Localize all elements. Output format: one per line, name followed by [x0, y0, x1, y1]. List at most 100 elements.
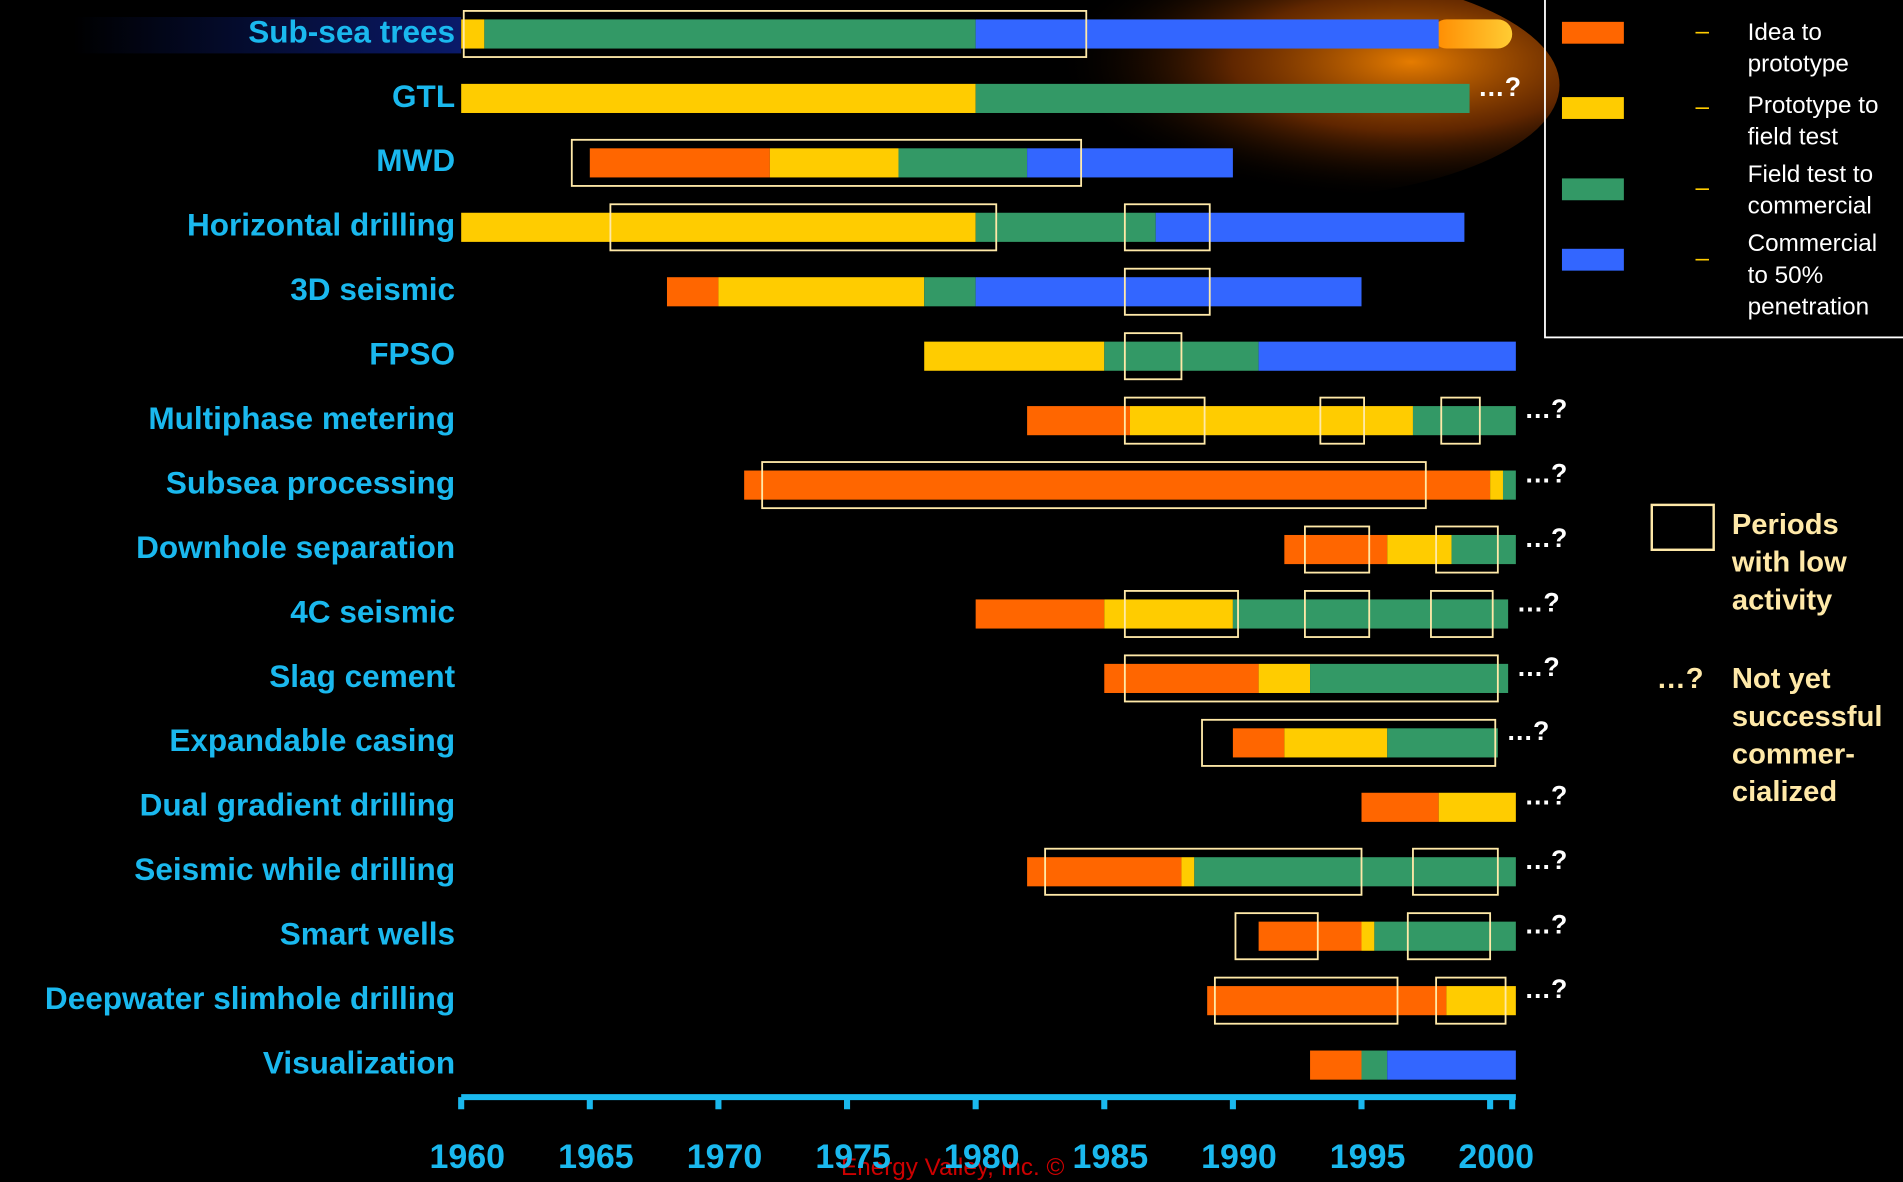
segment [1361, 921, 1375, 951]
segment [666, 277, 719, 307]
end-label: …? [1524, 458, 1567, 488]
end-label: …? [1524, 523, 1567, 553]
category-label: Downhole separation [136, 529, 455, 565]
legend-dash: – [1695, 93, 1709, 120]
legend-label: Prototype to field test [1747, 92, 1879, 151]
low-activity-box [1319, 396, 1365, 445]
segment [1284, 534, 1388, 565]
segment [1155, 212, 1465, 242]
low-activity-box [1123, 590, 1239, 638]
low-activity-box [1406, 912, 1492, 961]
segment [1104, 599, 1233, 629]
segment [1129, 406, 1413, 436]
segment [1502, 470, 1516, 500]
segment [1027, 406, 1130, 436]
segment [975, 277, 1362, 307]
low-activity-box [1234, 912, 1319, 961]
segment [769, 148, 899, 178]
x-tick-label: 2000 [1458, 1138, 1534, 1176]
category-label: Sub-sea trees [248, 13, 455, 49]
x-tick-label: 1995 [1330, 1138, 1406, 1176]
category-label: Visualization [263, 1044, 455, 1080]
comet-tail [1432, 19, 1513, 49]
low-activity-box [1304, 590, 1371, 638]
segment [1207, 986, 1447, 1016]
low-activity-box [570, 138, 1083, 187]
end-label: …? [1524, 781, 1567, 811]
legend-swatch [1561, 97, 1624, 119]
category-label: Expandable casing [169, 722, 455, 758]
segment [744, 470, 1491, 500]
legend-swatch [1561, 248, 1624, 271]
segment [1490, 470, 1503, 500]
legend-label: Idea to prototype [1747, 19, 1849, 78]
end-label: …? [1517, 587, 1560, 617]
segment [1027, 857, 1182, 887]
category-label: Dual gradient drilling [140, 787, 455, 823]
segment [1387, 1050, 1516, 1080]
x-tick-label: 1960 [429, 1138, 505, 1176]
low-activity-box [1435, 976, 1507, 1025]
category-label: 4C seismic [290, 593, 455, 629]
segment [718, 277, 925, 307]
end-label: …? [1524, 394, 1567, 424]
segment [1361, 1050, 1388, 1080]
category-label: GTL [392, 78, 455, 114]
end-label: …? [1517, 652, 1560, 682]
category-label: Horizontal drilling [187, 207, 455, 243]
category-label: 3D seismic [290, 271, 455, 307]
segment [1387, 728, 1498, 758]
segment [1258, 341, 1516, 371]
low-activity-box [1123, 267, 1211, 316]
label-highlight [72, 16, 462, 54]
segment [484, 19, 976, 49]
footer: Energy Valley, Inc. © [841, 1154, 1064, 1181]
segment [1412, 406, 1516, 436]
legend-box [1544, 0, 1903, 339]
segment [1194, 857, 1516, 887]
segment [1232, 728, 1285, 758]
segment [461, 83, 976, 113]
segment [1446, 986, 1516, 1016]
low-activity-box [761, 461, 1427, 510]
segment [898, 148, 1028, 178]
category-label: Smart wells [280, 916, 455, 952]
segment [461, 19, 485, 49]
segment [1374, 921, 1516, 951]
low-activity-key [1650, 503, 1715, 551]
low-activity-box [1435, 525, 1499, 574]
segment [1361, 792, 1439, 822]
segment [1310, 1050, 1362, 1080]
end-label: …? [1524, 974, 1567, 1004]
category-label: Slag cement [269, 658, 455, 694]
low-activity-box [462, 10, 1088, 58]
x-tick-label: 1980 [944, 1138, 1020, 1176]
segment [1258, 663, 1311, 693]
segment [1438, 792, 1516, 822]
note-label: Not yet successful commer-cialized [1731, 662, 1883, 809]
category-label: Subsea processing [166, 464, 455, 500]
low-activity-box [1412, 847, 1499, 896]
segment [1387, 534, 1452, 565]
segment [1258, 921, 1362, 951]
category-label: Seismic while drilling [134, 851, 455, 887]
x-tick-label: 1975 [815, 1138, 891, 1176]
legend-swatch [1561, 21, 1624, 44]
low-activity-box [609, 203, 998, 252]
low-activity-box [1123, 396, 1206, 445]
segment [924, 277, 976, 307]
low-activity-box [1201, 718, 1497, 767]
x-tick-label: 1965 [558, 1138, 634, 1176]
legend-label: Field test to commercial [1747, 161, 1874, 220]
segment [975, 599, 1105, 629]
low-activity-box [1304, 525, 1371, 574]
low-activity-label: Periods with low activity [1731, 508, 1847, 617]
low-activity-box [1044, 847, 1363, 896]
x-tick-label: 1985 [1073, 1138, 1149, 1176]
segment [1310, 663, 1509, 693]
segment [461, 212, 976, 242]
low-activity-box [1123, 203, 1211, 252]
legend-label: Commercial to 50% penetration [1747, 230, 1878, 321]
